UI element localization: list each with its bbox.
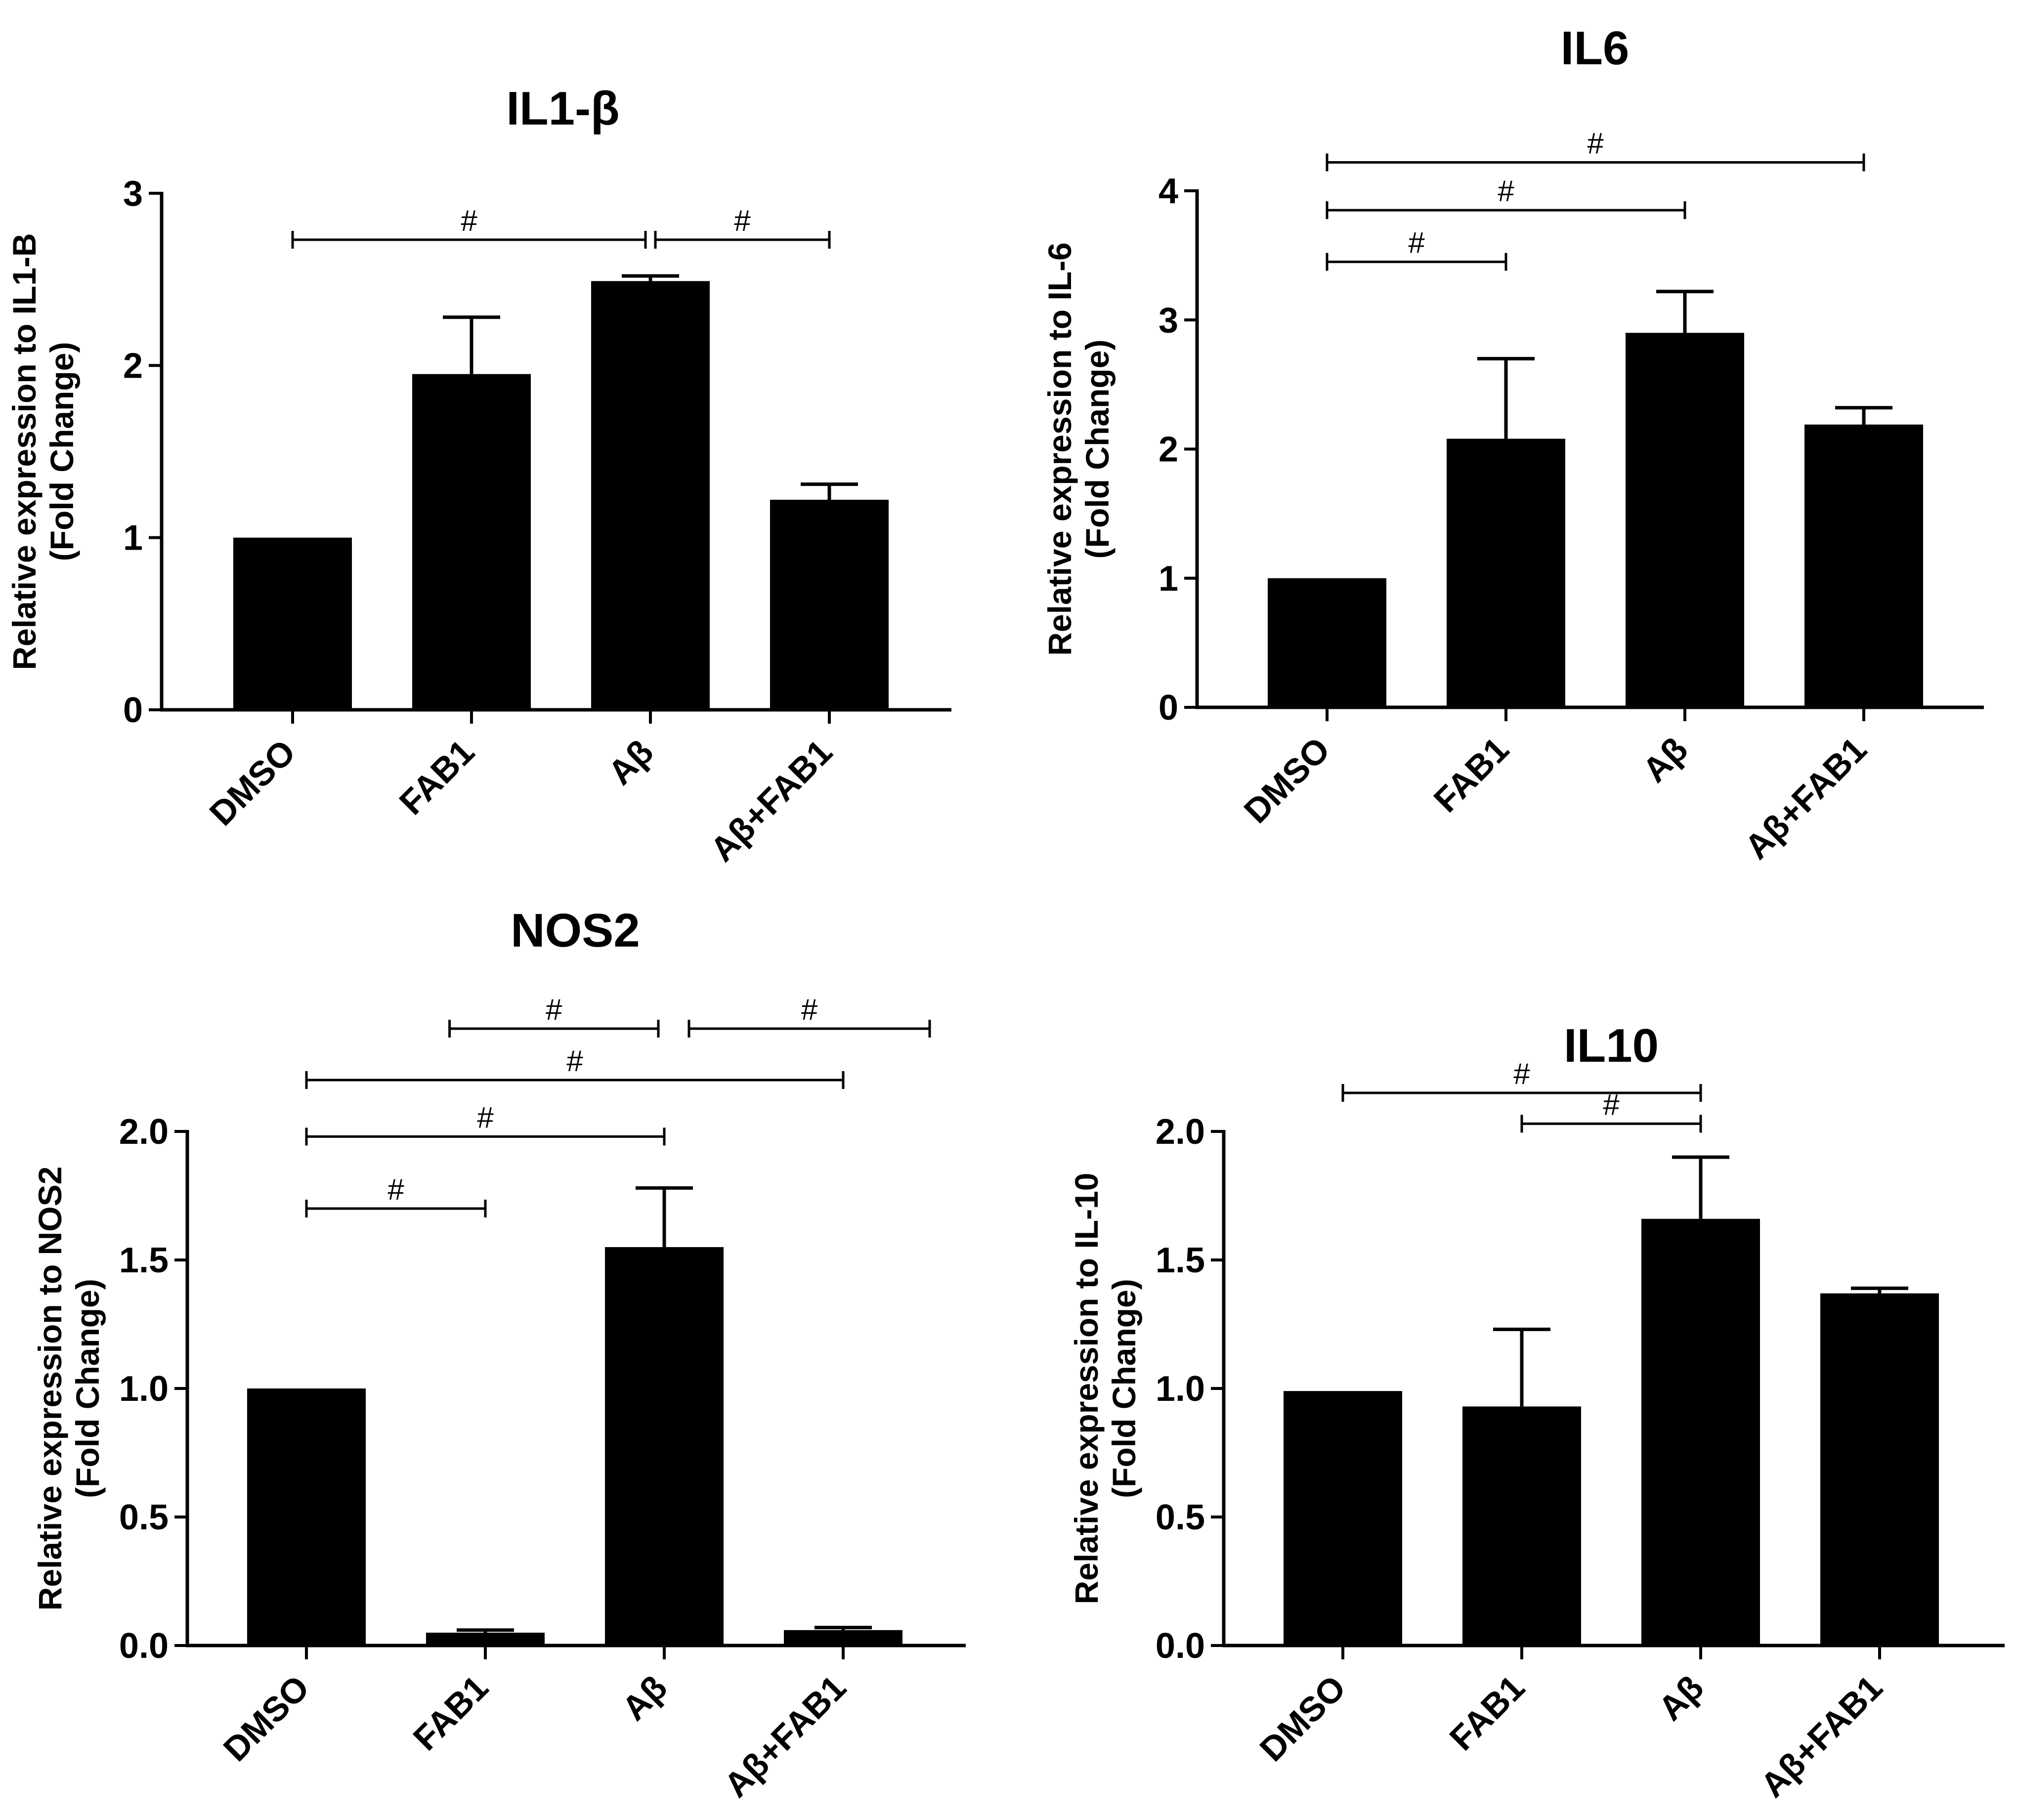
bar-1 xyxy=(247,1388,366,1646)
y-tick-label: 2 xyxy=(123,346,143,386)
y-tick-label: 2.0 xyxy=(119,1112,169,1152)
bar-1 xyxy=(1268,578,1386,707)
x-tick-label: DMSO xyxy=(216,1668,317,1769)
bar-3 xyxy=(605,1247,724,1646)
significance-label: # xyxy=(801,993,818,1026)
x-tick-label: FAB1 xyxy=(1442,1668,1532,1758)
x-tick-label: Aβ+FAB1 xyxy=(703,732,840,869)
y-tick-label: 0 xyxy=(1159,688,1178,728)
bar-4 xyxy=(784,1630,902,1646)
y-tick-label: 0.5 xyxy=(1156,1498,1205,1537)
bar-1 xyxy=(233,537,352,710)
y-tick-label: 0.0 xyxy=(1156,1626,1205,1666)
significance-label: # xyxy=(1408,226,1425,260)
chart-title: IL6 xyxy=(1561,22,1630,75)
chart-title: NOS2 xyxy=(511,904,640,957)
bar-4 xyxy=(770,500,889,710)
y-axis-label: Relative expression to IL1-B(Fold Change… xyxy=(6,233,80,670)
bar-2 xyxy=(1447,438,1565,707)
x-tick-label: FAB1 xyxy=(392,732,482,822)
significance-label: # xyxy=(461,204,477,237)
y-axis-label-line: Relative expression to NOS2 xyxy=(32,1167,68,1611)
y-axis-label: Relative expression to IL-6(Fold Change) xyxy=(1041,242,1116,655)
bar-1 xyxy=(1284,1391,1402,1646)
y-axis-label: Relative expression to IL-10(Fold Change… xyxy=(1068,1173,1142,1604)
y-tick-label: 0.5 xyxy=(119,1498,169,1537)
chart-panel-4: IL10 Relative expression to IL-10(Fold Ch… xyxy=(1068,1019,2005,1805)
bar-3 xyxy=(591,281,710,710)
y-tick-label: 1.0 xyxy=(119,1369,169,1409)
x-tick-label: Aβ xyxy=(1651,1668,1711,1728)
y-axis-label: Relative expression to NOS2(Fold Change) xyxy=(32,1167,106,1611)
significance-label: # xyxy=(1498,174,1514,208)
x-tick-label: Aβ+FAB1 xyxy=(1737,730,1874,867)
y-axis-label-line: (Fold Change) xyxy=(69,1279,106,1498)
x-tick-label: Aβ+FAB1 xyxy=(1753,1668,1890,1805)
y-axis-label-line: Relative expression to IL-6 xyxy=(1041,242,1078,655)
significance-label: # xyxy=(1513,1057,1530,1090)
x-tick-label: FAB1 xyxy=(1426,730,1516,820)
significance-label: # xyxy=(546,993,562,1026)
x-tick-label: DMSO xyxy=(1237,730,1337,830)
y-axis-label-line: (Fold Change) xyxy=(43,342,80,562)
x-tick-label: DMSO xyxy=(1252,1668,1353,1769)
bar-3 xyxy=(1626,333,1744,707)
y-tick-label: 4 xyxy=(1159,172,1178,211)
y-tick-label: 1 xyxy=(1159,559,1178,599)
x-tick-label: Aβ xyxy=(614,1668,674,1728)
bar-2 xyxy=(1462,1406,1581,1646)
significance-label: # xyxy=(566,1044,583,1078)
chart-title: IL1-β xyxy=(506,82,619,135)
bar-3 xyxy=(1641,1218,1760,1646)
y-tick-label: 2 xyxy=(1159,430,1178,470)
y-tick-label: 0 xyxy=(123,691,143,730)
y-axis-label-line: (Fold Change) xyxy=(1079,340,1116,559)
x-tick-label: Aβ xyxy=(1635,730,1695,789)
y-tick-label: 3 xyxy=(1159,301,1178,340)
significance-label: # xyxy=(1587,127,1604,160)
bar-2 xyxy=(412,374,531,710)
chart-panel-1: IL1-β Relative expression to IL1-B(Fold C… xyxy=(6,82,951,869)
x-tick-label: Aβ xyxy=(601,732,660,792)
bar-2 xyxy=(426,1633,545,1646)
chart-panel-3: NOS2 Relative expression to NOS2(Fold Cha… xyxy=(32,904,966,1805)
chart-panel-2: IL6 Relative expression to IL-6(Fold Chan… xyxy=(1041,22,1984,867)
y-axis-label-line: (Fold Change) xyxy=(1106,1279,1142,1498)
y-tick-label: 2.0 xyxy=(1156,1112,1205,1152)
y-tick-label: 1.5 xyxy=(1156,1241,1205,1280)
y-tick-label: 0.0 xyxy=(119,1626,169,1666)
y-axis-label-line: Relative expression to IL-10 xyxy=(1068,1173,1105,1604)
y-tick-label: 1 xyxy=(123,519,143,558)
x-tick-label: FAB1 xyxy=(406,1668,496,1758)
y-tick-label: 1.0 xyxy=(1156,1369,1205,1409)
significance-label: # xyxy=(1603,1088,1620,1121)
chart-title: IL10 xyxy=(1564,1019,1659,1072)
y-tick-label: 1.5 xyxy=(119,1241,169,1280)
y-tick-label: 3 xyxy=(123,174,143,214)
x-tick-label: DMSO xyxy=(202,732,303,833)
bar-4 xyxy=(1804,424,1923,707)
y-axis-label-line: Relative expression to IL1-B xyxy=(6,233,43,670)
significance-label: # xyxy=(387,1173,404,1206)
significance-label: # xyxy=(734,204,751,237)
significance-label: # xyxy=(477,1101,494,1134)
bar-4 xyxy=(1820,1293,1939,1646)
x-tick-label: Aβ+FAB1 xyxy=(717,1668,854,1805)
